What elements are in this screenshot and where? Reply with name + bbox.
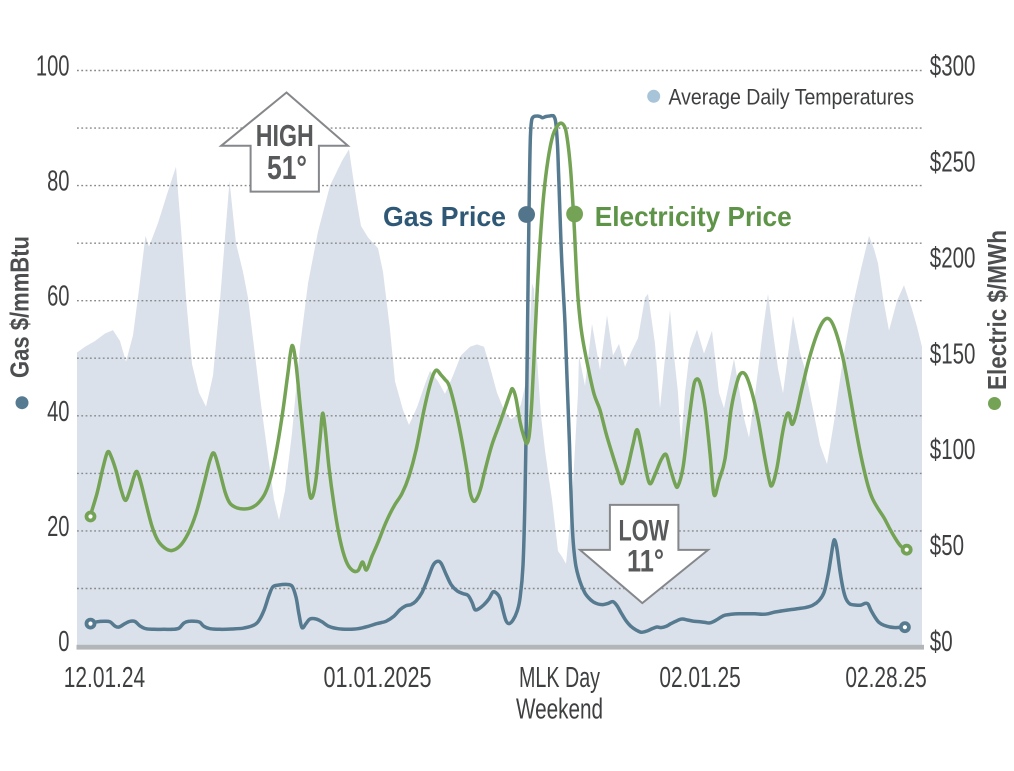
svg-text:11°: 11° bbox=[627, 543, 664, 579]
svg-text:MLK Day: MLK Day bbox=[519, 662, 601, 694]
svg-text:Average Daily Temperatures: Average Daily Temperatures bbox=[669, 85, 915, 110]
svg-text:$150: $150 bbox=[930, 338, 976, 370]
svg-text:60: 60 bbox=[47, 281, 69, 313]
svg-text:Electric $/MWh: Electric $/MWh bbox=[982, 230, 1012, 390]
svg-text:$200: $200 bbox=[930, 242, 976, 274]
svg-text:02.28.25: 02.28.25 bbox=[845, 662, 926, 694]
svg-text:HIGH: HIGH bbox=[256, 119, 314, 153]
svg-text:$0: $0 bbox=[930, 626, 953, 658]
svg-text:Weekend: Weekend bbox=[516, 694, 603, 726]
svg-text:Electricity Price: Electricity Price bbox=[595, 201, 792, 232]
svg-text:0: 0 bbox=[58, 626, 69, 658]
svg-text:80: 80 bbox=[47, 166, 69, 198]
svg-text:$50: $50 bbox=[930, 530, 964, 562]
svg-text:$250: $250 bbox=[930, 146, 976, 178]
svg-text:12.01.24: 12.01.24 bbox=[64, 662, 145, 694]
svg-text:100: 100 bbox=[36, 51, 70, 83]
svg-text:51°: 51° bbox=[267, 150, 307, 187]
svg-text:Gas $/mmBtu: Gas $/mmBtu bbox=[5, 236, 35, 378]
svg-text:$100: $100 bbox=[930, 434, 976, 466]
svg-text:02.01.25: 02.01.25 bbox=[659, 662, 740, 694]
svg-text:01.01.2025: 01.01.2025 bbox=[324, 662, 432, 694]
svg-text:20: 20 bbox=[47, 511, 69, 543]
svg-text:Gas Price: Gas Price bbox=[383, 201, 506, 232]
svg-text:LOW: LOW bbox=[619, 515, 670, 548]
svg-text:$300: $300 bbox=[930, 51, 976, 83]
svg-text:40: 40 bbox=[47, 396, 69, 428]
